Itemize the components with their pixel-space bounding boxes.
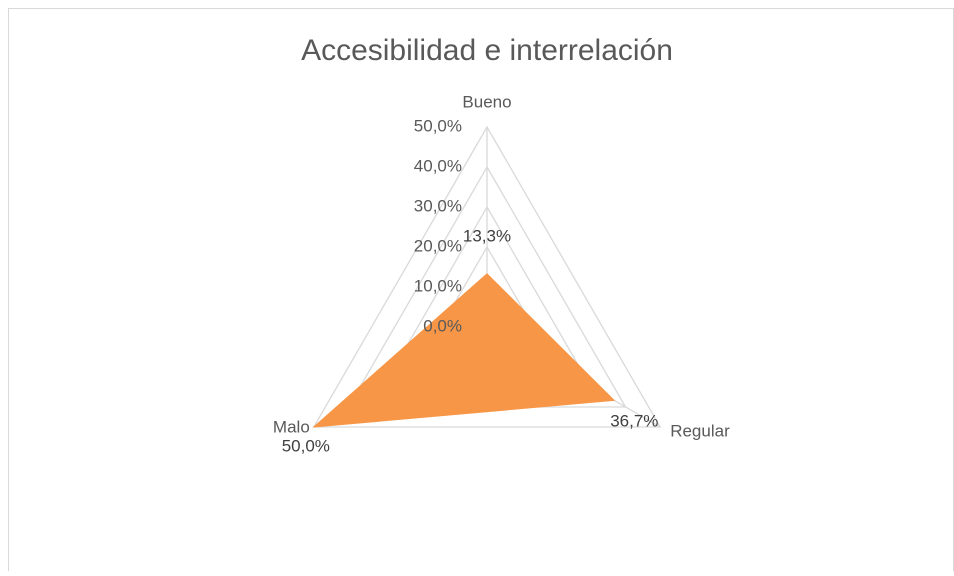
y-tick-label: 20,0% — [414, 236, 462, 255]
category-label: Bueno — [462, 92, 511, 111]
y-tick-label: 50,0% — [414, 116, 462, 135]
chart-title: Accesibilidad e interrelación — [301, 34, 673, 67]
y-tick-label: 0,0% — [423, 316, 462, 335]
grid-line — [312, 125, 662, 428]
data-label: 36,7% — [610, 411, 658, 430]
y-tick-label: 10,0% — [414, 276, 462, 295]
category-label: Regular — [670, 421, 730, 440]
data-label: 13,3% — [463, 226, 511, 245]
y-tick-label: 40,0% — [414, 156, 462, 175]
data-area — [312, 273, 616, 428]
y-tick-label: 30,0% — [414, 196, 462, 215]
category-label: Malo — [273, 417, 310, 436]
data-label: 50,0% — [282, 436, 330, 455]
